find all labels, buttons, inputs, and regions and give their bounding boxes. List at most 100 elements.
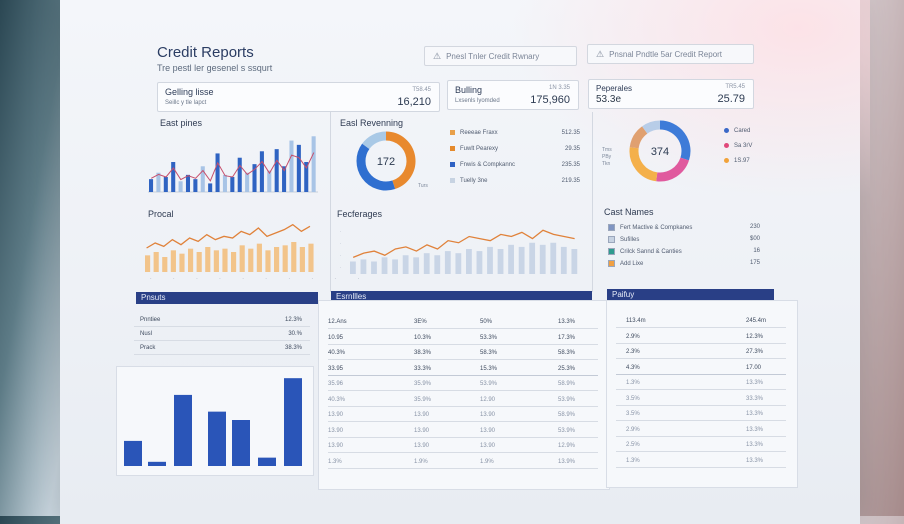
table-cell: 13.3% xyxy=(746,380,764,386)
donut-slice xyxy=(385,131,416,190)
page-title: Credit Reports xyxy=(157,44,254,61)
east-pines-bar xyxy=(193,179,198,192)
table-cell: 1.9% xyxy=(414,458,428,465)
donut-slice xyxy=(356,143,396,191)
table-cell: 4.3% xyxy=(626,364,640,371)
table-cell: 33.95 xyxy=(328,365,344,372)
table-row[interactable]: 13.90 13.90 13.90 12.9% xyxy=(328,440,598,453)
table-row[interactable]: 35.96 35.9% 53.9% 58.9% xyxy=(328,378,598,391)
fecterages-bar xyxy=(371,261,377,274)
donut2-left-labels: Tms PBy Tkn xyxy=(602,147,612,167)
procal-bar xyxy=(222,248,228,272)
table-row[interactable]: 2.9% 12.3% xyxy=(616,331,786,344)
east-pines-bar xyxy=(245,172,250,192)
table-row[interactable]: 40.3% 38.3% 58.3% 58.3% xyxy=(328,347,598,360)
east-pines-bar xyxy=(185,174,191,192)
table-cell: 13.90 xyxy=(414,412,430,418)
procal-bar xyxy=(179,253,185,272)
table-row[interactable]: 2.5% 13.3% xyxy=(616,439,786,452)
kpi-card-peperales[interactable]: Peperales 53.3e TR5.45 25.79 xyxy=(588,79,754,109)
list-item[interactable]: Fert Mactive & Compkanes 230 xyxy=(608,224,764,236)
procal-bar xyxy=(213,250,219,272)
table-row[interactable]: 2.9% 13.3% xyxy=(616,424,786,437)
legend-item: Tuelly 3ne 219.35 xyxy=(450,178,580,194)
procal-bar xyxy=(145,255,151,272)
list-item[interactable]: Add Lixe 175 xyxy=(608,260,764,272)
list-item[interactable]: Sufilles $00 xyxy=(608,236,764,248)
bottom-bar-chart xyxy=(124,378,302,466)
kpi-subvalue: T58.45 xyxy=(412,87,431,93)
table-row[interactable]: 13.90 13.90 13.90 53.9% xyxy=(328,425,598,438)
east-pines-bar xyxy=(267,170,272,192)
table-row[interactable]: 1.3% 13.3% xyxy=(616,377,786,390)
list-label: Crilck Sannd & Canties xyxy=(620,249,682,256)
donut-slice xyxy=(659,120,691,161)
table-row[interactable]: Nusl 30.% xyxy=(134,328,310,341)
section-title-east-pines: East pines xyxy=(160,118,203,128)
fecterages-bar xyxy=(402,255,409,274)
kpi-sub: Seillc y tle lapct xyxy=(165,100,207,106)
fecterages-bar xyxy=(360,259,367,274)
generate-report-button[interactable]: ⚠ Pnesl Tnler Credit Rwnary xyxy=(424,46,577,66)
east-pines-bar xyxy=(311,136,316,192)
table-row[interactable]: 33.95 33.3% 15.3% 25.3% xyxy=(328,363,598,376)
procal-bar xyxy=(188,248,194,272)
kpi-label: Bulling xyxy=(455,85,483,95)
table-cell: 113.4m xyxy=(626,318,646,324)
table-cell: 25.3% xyxy=(558,365,576,372)
fecterages-bar xyxy=(476,251,483,274)
procal-bar xyxy=(248,248,254,272)
export-report-button[interactable]: ⚠ Pnsnal Pndtle 5ar Credit Report xyxy=(587,44,754,64)
table-cell: 13.90 xyxy=(480,443,496,449)
east-pines-bar xyxy=(230,177,235,192)
table-cell: 13.3% xyxy=(746,411,764,417)
east-pines-bar xyxy=(222,174,227,192)
table-cell: 15.3% xyxy=(480,365,498,372)
table-row[interactable]: 4.3% 17.00 xyxy=(616,362,786,375)
table-cell: 13.90 xyxy=(480,427,496,434)
cell-label: Nusl xyxy=(140,331,153,337)
procal-bar xyxy=(291,242,297,272)
table-cell: 10.95 xyxy=(328,334,344,341)
table-row[interactable]: 2.3% 27.3% xyxy=(616,346,786,359)
table-cell: 12.3% xyxy=(746,333,764,340)
table-row[interactable]: 10.95 10.3% 53.3% 17.3% xyxy=(328,332,598,345)
table-row[interactable]: 12.Ans 3E% 50% 13.3% xyxy=(328,316,598,329)
legend-swatch xyxy=(450,178,455,183)
table-row[interactable]: 40.3% 35.9% 12.90 53.9% xyxy=(328,394,598,407)
table-row[interactable]: 1.3% 13.3% xyxy=(616,455,786,468)
east-pines-bar xyxy=(237,157,242,192)
bottom-bar xyxy=(174,394,192,466)
table-cell: 50% xyxy=(480,319,493,325)
table-cell: 13.3% xyxy=(558,319,576,325)
kpi-card-bulling[interactable]: Bulling Lxsenls lyomded 1N 3.35 175,960 xyxy=(447,80,579,110)
kpi-card-selling[interactable]: Gelling lisse Seillc y tle lapct T58.45 … xyxy=(157,82,440,112)
donut-slice xyxy=(629,126,648,149)
legend-label: Cared xyxy=(734,128,751,135)
table-row[interactable]: 1.3% 1.9% 1.9% 13.9% xyxy=(328,456,598,469)
table-cell: 13.90 xyxy=(328,412,344,418)
table-row[interactable]: 13.90 13.90 13.90 58.9% xyxy=(328,409,598,422)
fecterages-bar xyxy=(539,244,546,274)
table-row[interactable]: Prack 38.3% xyxy=(134,342,310,355)
table-row[interactable]: 3.5% 13.3% xyxy=(616,408,786,421)
table-cell: 245.4m xyxy=(746,318,767,324)
cell-label: Pnntiee xyxy=(140,317,161,323)
procal-bar xyxy=(231,252,237,272)
table-cell: 12.Ans xyxy=(328,319,347,325)
table-cell: 2.3% xyxy=(626,349,640,355)
list-value: 230 xyxy=(749,224,760,230)
kpi-value: 16,210 xyxy=(397,96,431,108)
fecterages-bar xyxy=(444,251,451,274)
table-row[interactable]: 113.4m 245.4m xyxy=(616,315,786,328)
east-pines-bar xyxy=(200,166,205,192)
list-item[interactable]: Crilck Sannd & Canties 16 xyxy=(608,248,764,260)
legend-swatch xyxy=(724,158,729,163)
left-table: Pnntiee 12.3% Nusl 30.% Prack 38.3% xyxy=(134,314,314,360)
table-row[interactable]: Pnntiee 12.3% xyxy=(134,314,310,327)
table-cell: 2.9% xyxy=(626,426,640,433)
legend-value: 512.35 xyxy=(561,130,580,136)
table-row[interactable]: 3.5% 33.3% xyxy=(616,393,786,406)
table-cell: 12.90 xyxy=(480,396,496,403)
east-pines-bar xyxy=(304,162,309,192)
